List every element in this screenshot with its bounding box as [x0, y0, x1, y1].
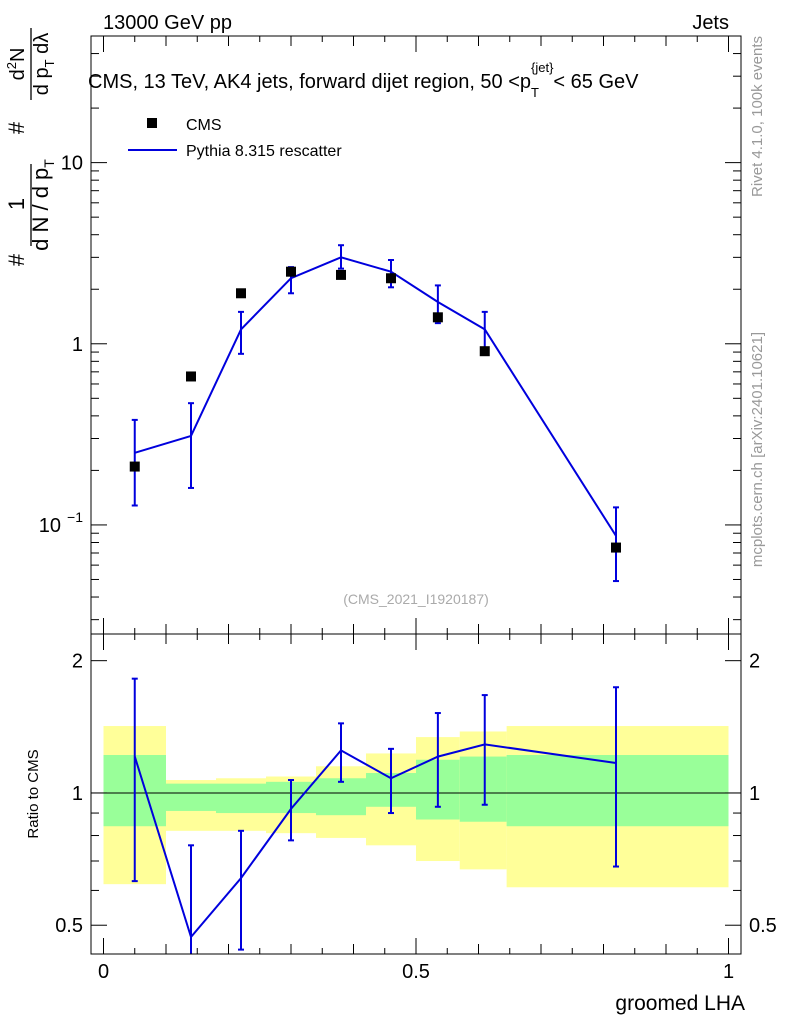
- pythia-error-bars: [131, 244, 619, 583]
- green-band: [506, 754, 729, 827]
- ylabel-one: 1: [4, 198, 29, 210]
- xtick-label: 1: [723, 961, 734, 983]
- ratio-ylabel: Ratio to CMS: [25, 749, 42, 838]
- main-panel: 10 1 10 −1 (CMS_2021_I1920187) CMS, 13 TeV,…: [4, 28, 742, 635]
- ratio-ytick-labels: 2 2 1 1 0.5 0.5: [55, 651, 777, 938]
- main-ytick-label: 10: [39, 515, 61, 537]
- chart-title-post: < 65 GeV: [553, 71, 639, 93]
- cms-point: [236, 288, 246, 299]
- ratio-ytick-label-left: 1: [72, 783, 83, 805]
- chart-title-sub: T: [531, 85, 539, 100]
- xtick-label: 0.5: [402, 961, 430, 983]
- ratio-ytick-label-right: 2: [749, 651, 760, 673]
- legend-cms-label: CMS: [186, 117, 222, 134]
- chart-title-pre: CMS, 13 TeV, AK4 jets, forward dijet reg…: [88, 71, 531, 93]
- xtick-label: 0: [98, 961, 109, 983]
- ratio-ytick-label-left: 2: [72, 651, 83, 673]
- ylabel-hash-1: #: [4, 253, 29, 266]
- ratio-ytick-label-right: 1: [749, 783, 760, 805]
- green-band: [316, 778, 366, 816]
- main-ytick-label-exp: −1: [67, 509, 83, 525]
- energy-label: 13000 GeV pp: [103, 12, 232, 34]
- ratio-ytick-label-right: 0.5: [749, 915, 777, 937]
- category-label: Jets: [692, 12, 729, 34]
- cms-point: [186, 371, 196, 382]
- cms-point: [129, 461, 140, 472]
- cms-point: [432, 312, 443, 323]
- main-axis-ticks: [91, 35, 741, 634]
- green-band: [459, 756, 507, 822]
- green-band: [166, 783, 216, 811]
- ratio-line: [133, 743, 617, 940]
- ylabel-numerator-2: d2N: [4, 48, 29, 81]
- main-ytick-labels: 10 1 10 −1: [39, 153, 83, 537]
- cms-point: [336, 269, 346, 280]
- ylabel-hash-2: #: [4, 121, 29, 134]
- ratio-frame: [90, 633, 742, 955]
- legend-cms-marker: [147, 118, 157, 128]
- analysis-id: (CMS_2021_I1920187): [343, 591, 489, 607]
- green-band: [216, 783, 266, 814]
- cms-point: [386, 273, 396, 284]
- ylabel-denominator-2: d pT dλ: [31, 33, 57, 95]
- ratio-xtick-labels: 0 0.5 1: [98, 961, 734, 983]
- cms-points: [129, 266, 621, 553]
- cms-point: [611, 542, 621, 553]
- main-ytick-label: 1: [72, 334, 83, 356]
- chart-title-sup: {jet}: [531, 60, 554, 75]
- legend-pythia-label: Pythia 8.315 rescatter: [186, 143, 342, 160]
- ratio-uncertainty-bands: [103, 726, 729, 888]
- rivet-label: Rivet 4.1.0, 100k events: [749, 36, 766, 197]
- main-ylabel: # 1 d N / d pT # d2N d pT dλ: [4, 28, 57, 266]
- ratio-axis-ticks: [91, 634, 741, 954]
- mcplots-label: mcplots.cern.ch [arXiv:2401.10621]: [749, 332, 766, 567]
- cms-point: [479, 346, 490, 357]
- ratio-error-bars: [131, 677, 619, 954]
- ratio-panel: 2 21 10.5 0.5 0 0.5 1 Ratio to CMS groomed LH…: [25, 633, 777, 1015]
- ratio-ytick-label-left: 0.5: [55, 915, 83, 937]
- main-ytick-label: 10: [61, 153, 83, 175]
- cms-point: [286, 266, 296, 277]
- chart-title: CMS, 13 TeV, AK4 jets, forward dijet reg…: [88, 60, 639, 100]
- xlabel: groomed LHA: [615, 992, 745, 1015]
- pythia-line: [134, 256, 617, 537]
- ylabel-denominator: d N / d pT: [28, 159, 57, 251]
